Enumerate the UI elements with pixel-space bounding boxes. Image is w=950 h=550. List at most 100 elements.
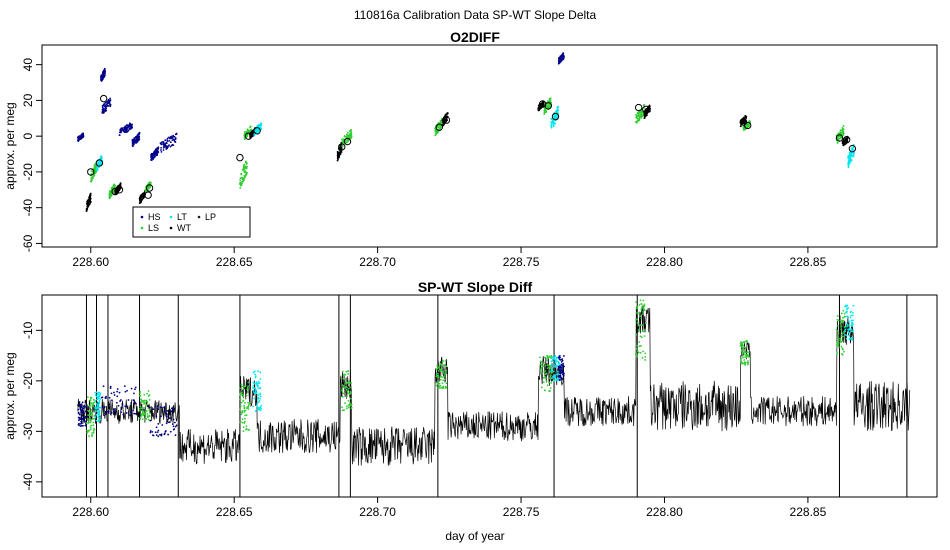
point-wt bbox=[740, 121, 743, 124]
overlay-point-ls bbox=[244, 401, 246, 404]
overlay-point-ls bbox=[437, 376, 440, 379]
point-hs bbox=[152, 152, 154, 155]
point-ls bbox=[747, 125, 749, 128]
point-hs bbox=[100, 79, 103, 81]
overlay-point-lt bbox=[252, 389, 255, 392]
overlay-point-ls bbox=[341, 370, 344, 373]
overlay-point-ls bbox=[242, 430, 245, 433]
point-hs bbox=[155, 152, 158, 155]
overlay-point-lt bbox=[98, 410, 101, 413]
overlay-point-hs bbox=[130, 402, 133, 404]
overlay-point-hs bbox=[168, 421, 170, 424]
point-lt bbox=[96, 167, 98, 170]
point-hs bbox=[168, 139, 171, 142]
overlay-point-ls bbox=[636, 312, 638, 314]
point-lt bbox=[552, 121, 555, 124]
overlay-point-ls bbox=[746, 363, 749, 366]
overlay-point-lt bbox=[555, 377, 557, 380]
point-ls bbox=[636, 117, 638, 119]
overlay-point-ls bbox=[841, 316, 844, 319]
overlay-point-ls bbox=[92, 421, 95, 424]
o2diff-ylabel: approx. per meg bbox=[3, 102, 17, 189]
overlay-point-hs bbox=[168, 417, 171, 419]
point-ls bbox=[341, 138, 343, 141]
overlay-point-ls bbox=[243, 420, 246, 423]
point-wt bbox=[340, 150, 343, 153]
overlay-point-lt bbox=[260, 404, 263, 407]
overlay-point-hs bbox=[125, 405, 128, 408]
point-wt bbox=[643, 117, 646, 119]
overlay-point-hs bbox=[125, 412, 128, 414]
overlay-point-ls bbox=[243, 385, 246, 388]
overlay-point-ls bbox=[347, 404, 350, 406]
overlay-point-hs bbox=[129, 414, 132, 417]
overlay-point-lt bbox=[852, 329, 855, 332]
point-hs bbox=[138, 135, 141, 138]
point-hs bbox=[125, 127, 128, 130]
overlay-point-ls bbox=[841, 335, 844, 338]
overlay-point-hs bbox=[558, 379, 561, 381]
overlay-point-ls bbox=[245, 427, 248, 430]
point-wt bbox=[114, 191, 117, 194]
point-ls bbox=[434, 129, 437, 132]
overlay-point-hs bbox=[78, 403, 81, 406]
overlay-point-hs bbox=[85, 405, 88, 408]
overlay-point-ls bbox=[244, 414, 246, 417]
point-hs bbox=[102, 108, 105, 111]
overlay-point-lt bbox=[849, 316, 852, 319]
overlay-point-ls bbox=[239, 392, 242, 395]
point-lt bbox=[255, 129, 258, 132]
overlay-point-ls bbox=[146, 392, 148, 395]
point-ls bbox=[239, 179, 241, 182]
point-wt bbox=[138, 197, 141, 200]
overlay-point-ls bbox=[545, 372, 548, 375]
overlay-point-hs bbox=[156, 405, 159, 408]
overlay-point-ls bbox=[639, 315, 642, 318]
overlay-point-hs bbox=[132, 399, 135, 402]
slope-diff-axes: 228.60 228.65 228.70 228.75 228.80 228.85 -40 -… bbox=[21, 321, 827, 519]
overlay-point-lt bbox=[254, 390, 257, 393]
overlay-point-hs bbox=[152, 434, 155, 437]
overlay-point-ls bbox=[644, 356, 647, 358]
overlay-point-ls bbox=[744, 350, 747, 353]
overlay-point-hs bbox=[129, 411, 132, 414]
overlay-point-ls bbox=[548, 381, 551, 384]
overlay-point-ls bbox=[643, 330, 645, 333]
point-hs bbox=[152, 158, 154, 160]
overlay-point-hs bbox=[79, 422, 82, 425]
overlay-point-lt bbox=[96, 396, 99, 399]
overlay-point-ls bbox=[89, 399, 92, 402]
overlay-point-ls bbox=[835, 328, 838, 331]
overlay-point-ls bbox=[343, 392, 346, 395]
point-lt bbox=[555, 109, 558, 112]
overlay-point-hs bbox=[113, 394, 116, 396]
point-ls bbox=[243, 131, 246, 133]
overlay-point-ls bbox=[347, 370, 350, 372]
overlay-point-ls bbox=[638, 311, 641, 314]
point-ls bbox=[113, 186, 116, 188]
overlay-point-ls bbox=[839, 322, 842, 325]
overlay-point-ls bbox=[239, 398, 242, 401]
point-wt bbox=[336, 159, 339, 162]
overlay-point-ls bbox=[147, 395, 150, 397]
overlay-point-ls bbox=[341, 409, 344, 412]
overlay-point-ls bbox=[445, 369, 448, 372]
point-hs bbox=[129, 128, 131, 130]
overlay-point-ls bbox=[93, 401, 95, 404]
overlay-point-ls bbox=[239, 394, 242, 397]
legend-hs-marker bbox=[140, 215, 144, 219]
point-lt bbox=[848, 163, 851, 165]
point-hs bbox=[173, 140, 176, 143]
overlay-point-hs bbox=[82, 405, 85, 408]
overlay-point-ls bbox=[345, 395, 348, 398]
overlay-point-lt bbox=[851, 323, 853, 326]
point-hs bbox=[171, 144, 174, 146]
overlay-point-ls bbox=[836, 324, 839, 327]
point-hs bbox=[166, 147, 169, 150]
mean-marker bbox=[253, 127, 261, 135]
point-lt bbox=[552, 119, 555, 122]
overlay-point-ls bbox=[141, 412, 144, 415]
mean-marker bbox=[338, 143, 346, 151]
overlay-point-hs bbox=[559, 369, 562, 372]
slope-diff-title: SP-WT Slope Diff bbox=[418, 279, 533, 295]
